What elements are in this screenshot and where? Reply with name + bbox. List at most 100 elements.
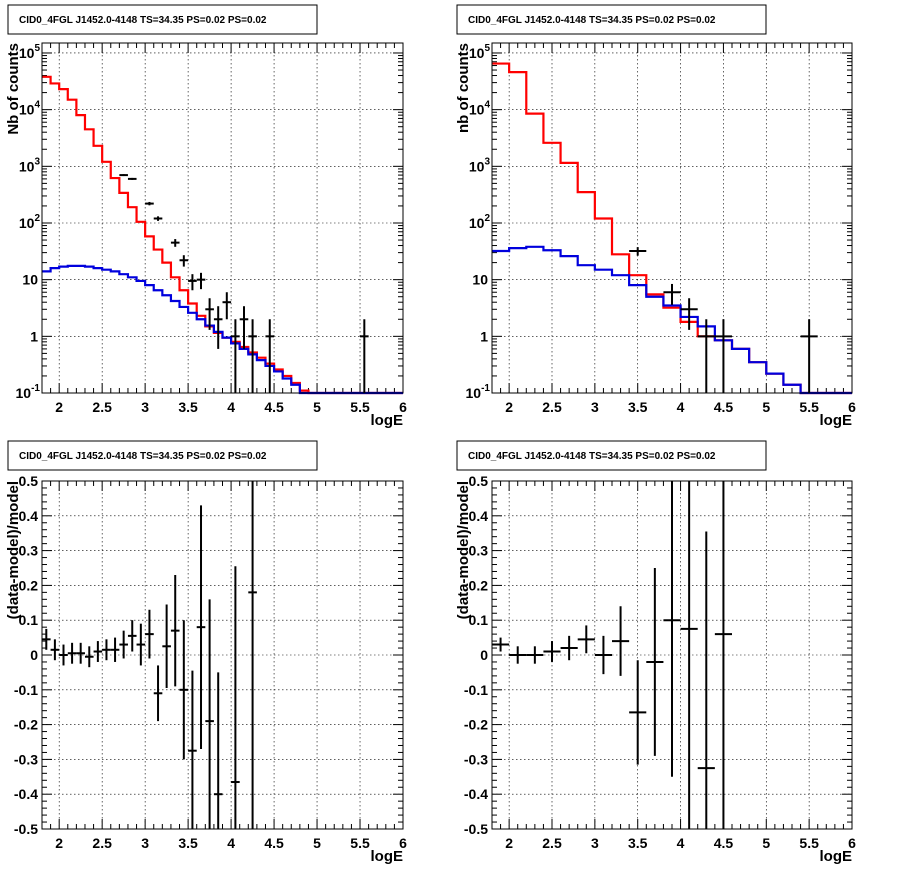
data-point [59, 644, 68, 666]
x-tick-label: 5 [762, 399, 770, 415]
y-tick-label: 105 [19, 43, 41, 61]
data-point [67, 642, 77, 664]
data-point [93, 641, 103, 662]
x-tick-label: 5.5 [350, 399, 370, 415]
x-tick-labels: 2 2.5 3 3.5 4 4.5 5 5.5 6 [55, 399, 407, 415]
data-point [110, 637, 120, 662]
data-point [680, 298, 698, 330]
x-axis-title: logE [820, 412, 853, 429]
y-tick-labels: -0.5 -0.4 -0.3 -0.2 -0.1 0 0.1 0.2 0.3 0.4 0.5 [14, 473, 38, 837]
x-tick-label: 6 [399, 835, 407, 851]
data-point [205, 298, 214, 330]
y-tick-label: 10-1 [16, 383, 41, 401]
data-point [188, 670, 197, 829]
data-point [84, 646, 94, 668]
y-tick-labels: -0.5 -0.4 -0.3 -0.2 -0.1 0 0.1 0.2 0.3 0.4 0.5 [464, 473, 488, 837]
x-tick-label: 2 [55, 835, 63, 851]
y-tick-label: 105 [469, 43, 491, 61]
x-tick-label: 4 [677, 835, 685, 851]
chart-title-box: CID0_4FGL J1452.0-4148 TS=34.35 PS=0.02 … [456, 4, 767, 35]
panel-counts-left: 2 2.5 3 3.5 4 4.5 5 5.5 6 10-1 1 10 102 103 104 105 logE… [5, 4, 407, 429]
y-tick-labels: 10-1 1 10 102 103 104 105 [466, 43, 491, 401]
plot-frame [491, 480, 853, 830]
x-tick-label: 3.5 [178, 399, 198, 415]
x-tick-label: 5 [313, 835, 321, 851]
data-point [127, 620, 137, 652]
x-tick-label: 2.5 [542, 399, 562, 415]
data-point [162, 604, 171, 689]
y-tick-label: -0.1 [14, 682, 38, 698]
x-tick-label: 2.5 [92, 399, 112, 415]
x-axis-title: logE [371, 848, 404, 865]
data-point [119, 630, 128, 659]
data-point [629, 247, 647, 256]
axes [491, 480, 853, 830]
axes [41, 43, 404, 394]
data-point [42, 628, 51, 650]
x-tick-labels: 2 2.5 3 3.5 4 4.5 5 5.5 6 [505, 399, 856, 415]
data-point [153, 665, 163, 722]
y-tick-label: 0.3 [19, 543, 39, 559]
x-tick-label: 5.5 [350, 835, 370, 851]
y-tick-label: 102 [469, 213, 491, 231]
data-point [170, 574, 180, 687]
y-tick-label: 0.2 [469, 577, 489, 593]
data-points [42, 481, 257, 829]
data-point [663, 481, 681, 777]
data-point [543, 641, 561, 662]
y-axis-title: Nb of counts [5, 43, 22, 135]
x-tick-label: 4.5 [714, 835, 734, 851]
data-points [492, 481, 732, 829]
x-tick-label: 3 [141, 399, 149, 415]
panel-residuals-right: 2 2.5 3 3.5 4 4.5 5 5.5 6 -0.5 -0.4 -0.3 -0.2 -0.1 0 0.… [455, 440, 856, 865]
x-tick-label: 3.5 [628, 835, 648, 851]
chart-title-box: CID0_4FGL J1452.0-4148 TS=34.35 PS=0.02 … [456, 440, 767, 471]
x-tick-label: 5 [762, 835, 770, 851]
data-point [76, 642, 85, 664]
chart-title-box: CID0_4FGL J1452.0-4148 TS=34.35 PS=0.02 … [7, 4, 318, 35]
x-tick-label: 2.5 [542, 835, 562, 851]
plot-frame [41, 480, 404, 830]
x-tick-label: 5.5 [799, 399, 819, 415]
chart-title: CID0_4FGL J1452.0-4148 TS=34.35 PS=0.02 … [19, 15, 267, 26]
title-frame [7, 440, 318, 471]
title-frame [456, 4, 767, 35]
x-tick-label: 3 [591, 835, 599, 851]
y-tick-label: -0.3 [464, 751, 488, 767]
data-point [196, 272, 206, 290]
y-tick-label: 10-1 [466, 383, 491, 401]
x-tick-label: 4.5 [714, 399, 734, 415]
title-frame [7, 4, 318, 35]
y-tick-label: 103 [469, 156, 491, 174]
y-tick-label: 0.1 [19, 612, 39, 628]
y-tick-label: 0.1 [469, 612, 489, 628]
y-tick-label: 1 [30, 328, 38, 344]
x-axis-title: logE [371, 412, 404, 429]
y-tick-label: 10 [22, 272, 38, 288]
data-point [179, 620, 189, 760]
data-point [170, 239, 180, 247]
x-tick-label: 4.5 [264, 835, 284, 851]
y-tick-label: 0.4 [19, 508, 39, 524]
chart-title: CID0_4FGL J1452.0-4148 TS=34.35 PS=0.02 … [19, 451, 267, 462]
data-point [697, 319, 715, 393]
data-point [560, 635, 578, 661]
x-tick-label: 2 [505, 399, 513, 415]
data-point [714, 481, 732, 829]
y-tick-label: 104 [469, 100, 491, 118]
x-tick-label: 4 [227, 399, 235, 415]
grid [42, 481, 403, 829]
data-point [526, 646, 544, 664]
x-tick-label: 4.5 [264, 399, 284, 415]
title-frame [456, 440, 767, 471]
data-point [612, 606, 630, 676]
x-tick-label: 6 [848, 835, 856, 851]
y-tick-label: 0.3 [469, 543, 489, 559]
y-tick-label: -0.5 [464, 821, 488, 837]
data-point [231, 566, 240, 829]
data-points [119, 174, 369, 393]
x-tick-label: 6 [399, 399, 407, 415]
panel-residuals-left: 2 2.5 3 3.5 4 4.5 5 5.5 6 -0.5 -0.4 -0.3 -0.2 -0.1 0 0.… [5, 440, 407, 865]
series-step-1 [492, 245, 852, 395]
y-tick-label: -0.4 [464, 786, 488, 802]
